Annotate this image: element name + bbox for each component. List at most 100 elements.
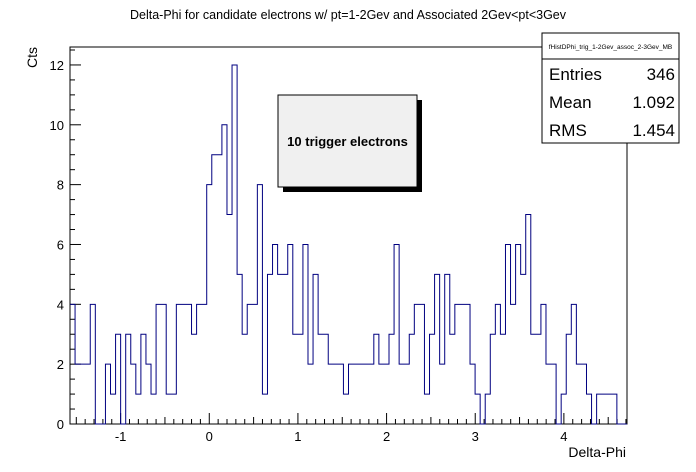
histogram-bin <box>475 394 480 424</box>
histogram-bin <box>602 394 607 424</box>
histogram-bin <box>526 215 531 424</box>
histogram-bin <box>126 334 131 424</box>
histogram-bin <box>242 334 247 424</box>
histogram-bin <box>136 394 141 424</box>
stats-box: fHistDPhi_trig_1-2Gev_assoc_2-3Gev_MB En… <box>541 32 680 144</box>
histogram-bin <box>222 125 227 424</box>
stats-rms-value: 1.454 <box>632 121 675 140</box>
histogram-bin <box>505 244 510 424</box>
y-tick-label: 6 <box>57 237 64 252</box>
histogram-bin <box>283 274 288 424</box>
histogram-bin <box>328 364 333 424</box>
y-tick-label: 12 <box>50 58 64 73</box>
histogram-bin <box>70 304 75 424</box>
histogram-bin <box>308 364 313 424</box>
stats-rms-label: RMS <box>549 121 587 140</box>
stats-box-frame <box>541 32 680 144</box>
histogram-bin <box>536 334 541 424</box>
histogram-bin <box>541 304 546 424</box>
histogram-bin <box>440 364 445 424</box>
histogram-bin <box>389 334 394 424</box>
histogram-bin <box>278 274 283 424</box>
chart-title: Delta-Phi for candidate electrons w/ pt=… <box>130 8 567 22</box>
histogram-bin <box>404 364 409 424</box>
histogram-bin <box>369 364 374 424</box>
histogram-bin <box>460 304 465 424</box>
y-tick-label: 8 <box>57 178 64 193</box>
histogram-bin <box>551 364 556 424</box>
stats-histogram-name: fHistDPhi_trig_1-2Gev_assoc_2-3Gev_MB <box>549 44 673 51</box>
histogram-bin <box>161 304 166 424</box>
histogram-bin <box>343 394 348 424</box>
y-axis-label: Cts <box>24 47 40 68</box>
histogram-bin <box>384 364 389 424</box>
histogram-bin <box>586 394 591 424</box>
histogram-bin <box>455 304 460 424</box>
histogram-bin <box>581 364 586 424</box>
histogram-bin <box>485 394 490 424</box>
histogram-bin <box>166 394 171 424</box>
histogram-bin <box>495 304 500 424</box>
histogram-bin <box>318 334 323 424</box>
histogram-bin <box>379 364 384 424</box>
histogram-bin <box>202 304 207 424</box>
histogram-bin <box>561 394 566 424</box>
histogram-bin <box>500 334 505 424</box>
annotation-box: 10 trigger electrons <box>277 94 422 192</box>
histogram-bin <box>288 244 293 424</box>
histogram-bin <box>359 364 364 424</box>
histogram-bin <box>151 394 156 424</box>
histogram-bin <box>85 364 90 424</box>
histogram-bin <box>237 274 242 424</box>
histogram-bin <box>450 334 455 424</box>
histogram-bin <box>273 244 278 424</box>
stats-mean-value: 1.092 <box>632 93 675 112</box>
annotation-background <box>277 94 418 188</box>
plot-frame <box>69 46 628 425</box>
y-tick-label: 10 <box>50 118 64 133</box>
histogram-bin <box>546 364 551 424</box>
histogram-bin <box>566 334 571 424</box>
histogram-bin <box>612 394 617 424</box>
histogram-bin <box>192 334 197 424</box>
histogram-bin <box>445 274 450 424</box>
histogram-bin <box>338 364 343 424</box>
histogram-bin <box>186 304 191 424</box>
histogram-bin <box>424 394 429 424</box>
histogram-bin <box>435 274 440 424</box>
histogram-bin <box>303 244 308 424</box>
histogram-bin <box>156 304 161 424</box>
histogram-bin <box>105 364 110 424</box>
histogram-bin <box>232 65 237 424</box>
histogram-bin <box>80 364 85 424</box>
histogram-bin <box>181 304 186 424</box>
histogram-bin <box>298 334 303 424</box>
histogram-bin <box>571 304 576 424</box>
histogram-bin <box>394 244 399 424</box>
histogram-bin <box>111 394 116 424</box>
histogram-bin <box>207 185 212 424</box>
histogram-bin <box>293 334 298 424</box>
histogram-bin <box>333 364 338 424</box>
x-tick-label: 1 <box>294 429 301 444</box>
x-tick-label: 4 <box>560 429 567 444</box>
histogram-bin <box>419 304 424 424</box>
histogram-bin <box>349 364 354 424</box>
histogram-outline <box>70 64 627 425</box>
histogram-bin <box>597 394 602 424</box>
histogram-bin <box>141 334 146 424</box>
histogram-bin <box>176 304 181 424</box>
histogram-bin <box>364 364 369 424</box>
histogram-bin <box>217 155 222 424</box>
histogram-bin <box>430 334 435 424</box>
histogram-series <box>70 64 627 425</box>
histogram-bin <box>171 394 176 424</box>
histogram-bin <box>516 244 521 424</box>
y-tick-label: 4 <box>57 297 64 312</box>
histogram-bin <box>146 364 151 424</box>
histogram-bin <box>399 364 404 424</box>
histogram-bin <box>197 304 202 424</box>
histogram-bin <box>470 364 475 424</box>
stats-mean-label: Mean <box>549 93 592 112</box>
